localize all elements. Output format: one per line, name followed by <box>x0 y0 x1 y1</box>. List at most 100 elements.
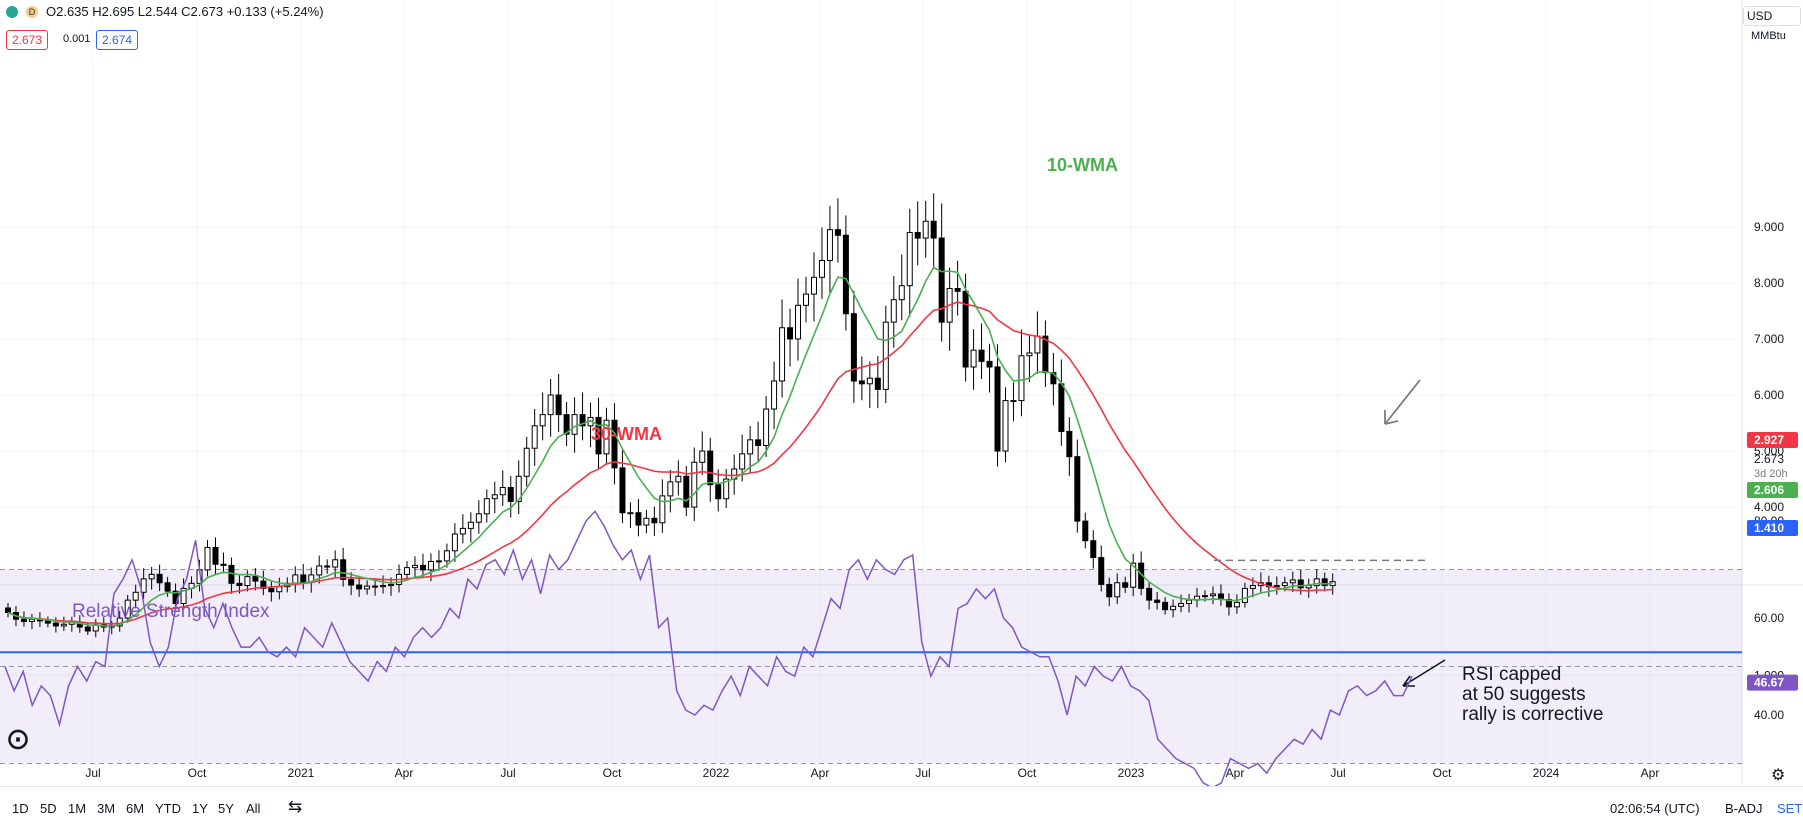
candle-body <box>5 607 11 613</box>
interval-badge[interactable]: D <box>26 5 38 18</box>
candle-body <box>1058 383 1065 432</box>
candle-body <box>635 512 642 526</box>
arrow-line-top <box>1384 379 1421 425</box>
time-tick-label: Oct <box>1018 766 1037 780</box>
candle-body <box>803 293 809 306</box>
goto-date-icon[interactable]: ⇆ <box>288 797 303 816</box>
candle-body <box>435 560 442 563</box>
candle-body <box>1034 335 1041 354</box>
candle-body <box>763 408 770 446</box>
candle-body <box>1273 585 1280 588</box>
candle-body <box>1209 593 1216 597</box>
candle-body <box>595 416 602 455</box>
range-3m[interactable]: 3M <box>97 801 116 816</box>
countdown-label: 3d 20h <box>1754 468 1788 480</box>
candle-body <box>643 517 650 526</box>
candle-body <box>507 486 514 502</box>
candle-body <box>539 414 546 427</box>
candle-body <box>850 313 857 382</box>
utc-clock[interactable]: 02:06:54 (UTC) <box>1610 801 1700 816</box>
candle-body <box>499 486 506 496</box>
range-all[interactable]: All <box>246 801 261 816</box>
candle-body <box>523 447 530 477</box>
range-ytd[interactable]: YTD <box>155 801 181 816</box>
candle-body <box>810 276 817 295</box>
candle-body <box>771 380 778 410</box>
candle-body <box>834 229 841 236</box>
candle-body <box>443 550 450 562</box>
bid-price[interactable]: 2.673 <box>6 30 49 50</box>
candle-body <box>970 349 977 368</box>
candle-body <box>1297 579 1304 589</box>
status-dot-icon <box>6 5 18 18</box>
candle-body <box>483 498 490 515</box>
candle-body <box>1313 578 1320 587</box>
time-tick-label: Jul <box>85 766 100 780</box>
range-6m[interactable]: 6M <box>126 801 145 816</box>
ask-price[interactable]: 2.674 <box>96 30 139 50</box>
candle-body <box>1233 601 1240 608</box>
range-5d[interactable]: 5D <box>40 801 57 816</box>
range-1d[interactable]: 1D <box>12 801 29 816</box>
candle-body <box>1098 557 1105 585</box>
price-tick-label: 4.000 <box>1754 500 1784 514</box>
candle-body <box>252 576 259 582</box>
tradingview-logo-icon: ⨀ <box>8 728 28 750</box>
candle-body <box>1162 601 1169 611</box>
candle-body <box>962 290 969 368</box>
time-tick-label: Apr <box>1226 766 1245 780</box>
session-toggle[interactable]: SET <box>1777 801 1803 816</box>
candle-body <box>659 495 666 524</box>
candle-body <box>212 546 219 565</box>
adjustment-toggle[interactable]: B-ADJ <box>1725 801 1763 816</box>
candle-body <box>898 285 905 301</box>
candle-body <box>930 220 937 239</box>
candle-body <box>555 394 562 416</box>
unit-selector[interactable]: MMBtu <box>1751 30 1786 42</box>
candle-body <box>60 623 67 627</box>
candle-body <box>244 576 251 587</box>
candle-body <box>842 234 849 315</box>
price-tick-label: 9.000 <box>1754 220 1784 234</box>
candle-body <box>348 578 355 586</box>
candle-body <box>651 517 658 524</box>
rsi-last-box <box>1747 674 1798 691</box>
spread-value: 0.001 <box>58 30 96 48</box>
candle-body <box>340 559 347 580</box>
bottom-toolbar: 1D 5D 1M 3M 6M YTD 1Y 5Y All ⇆ 02:06:54 … <box>0 786 1803 824</box>
candle-body <box>404 567 410 575</box>
wma30-price-label-box <box>1747 432 1798 448</box>
candle-body <box>140 578 147 593</box>
time-tick-label: 2023 <box>1118 766 1145 780</box>
time-tick-label: Apr <box>811 766 830 780</box>
wma10-line <box>7 266 1333 627</box>
candle-body <box>1154 599 1161 603</box>
arrow-head-rsi <box>1402 675 1415 687</box>
candle-body <box>220 563 227 566</box>
candle-body <box>755 439 762 446</box>
candle-body <box>787 327 794 340</box>
candle-body <box>1249 585 1256 589</box>
candle-body <box>364 585 371 590</box>
candle-body <box>739 453 746 470</box>
rsi-note-line-1: RSI capped <box>1462 664 1562 685</box>
candle-body <box>451 533 458 552</box>
candle-body <box>260 580 267 589</box>
range-5y[interactable]: 5Y <box>218 801 234 816</box>
candle-body <box>826 229 833 261</box>
range-1y[interactable]: 1Y <box>192 801 208 816</box>
time-tick-label: Apr <box>1641 766 1660 780</box>
wma10-price-label: 2.606 <box>1754 483 1784 497</box>
range-1m[interactable]: 1M <box>68 801 87 816</box>
time-tick-label: 2021 <box>288 766 315 780</box>
currency-selector[interactable]: USD <box>1743 6 1801 26</box>
candle-body <box>1178 603 1185 607</box>
candle-body <box>978 349 985 362</box>
support-price-label: 1.410 <box>1754 521 1784 535</box>
candle-body <box>954 288 961 292</box>
rsi-note-line-2: at 50 suggests <box>1462 684 1586 705</box>
candle-body <box>148 573 155 580</box>
candle-body <box>986 360 993 368</box>
candle-body <box>627 512 634 515</box>
candle-body <box>1114 582 1121 598</box>
